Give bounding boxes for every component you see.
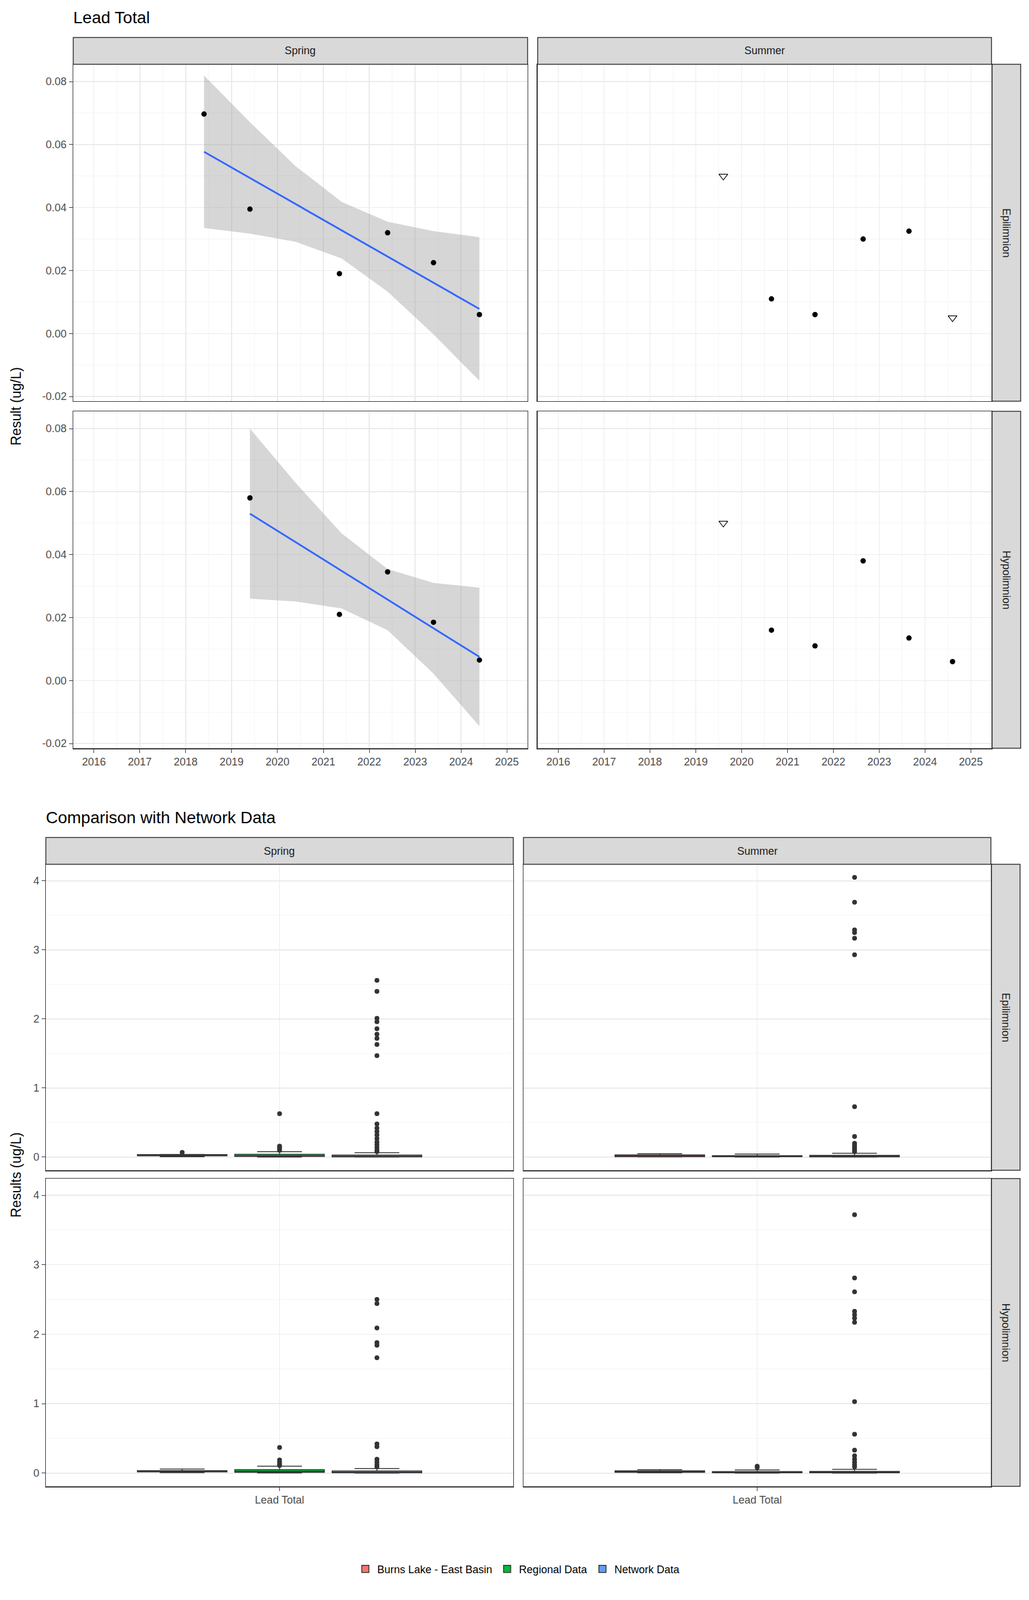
svg-text:2024: 2024: [448, 756, 473, 769]
svg-text:0.00: 0.00: [45, 675, 67, 688]
svg-text:0.04: 0.04: [45, 549, 67, 561]
svg-text:-0.02: -0.02: [42, 737, 67, 750]
svg-text:2018: 2018: [638, 756, 663, 769]
svg-text:Comparison with Network Data: Comparison with Network Data: [45, 808, 276, 828]
svg-text:Lead Total: Lead Total: [73, 8, 151, 27]
svg-text:-0.02: -0.02: [42, 390, 67, 403]
svg-text:2021: 2021: [311, 756, 336, 769]
svg-text:1: 1: [33, 1398, 40, 1411]
svg-text:0: 0: [33, 1151, 40, 1164]
svg-text:Epilimnion: Epilimnion: [1000, 208, 1013, 258]
svg-text:0.08: 0.08: [45, 75, 67, 88]
svg-text:0.00: 0.00: [45, 328, 67, 341]
svg-text:Lead Total: Lead Total: [254, 1494, 305, 1507]
svg-text:0.08: 0.08: [45, 422, 67, 435]
svg-text:2017: 2017: [592, 756, 617, 769]
svg-text:2023: 2023: [403, 756, 427, 769]
svg-text:3: 3: [33, 1259, 40, 1272]
svg-text:0.02: 0.02: [45, 612, 67, 625]
svg-text:Regional Data: Regional Data: [519, 1564, 588, 1577]
svg-text:2019: 2019: [683, 756, 708, 769]
svg-text:4: 4: [33, 875, 40, 888]
svg-text:0.04: 0.04: [45, 201, 67, 214]
svg-text:Burns Lake - East Basin: Burns Lake - East Basin: [377, 1564, 493, 1577]
svg-text:2023: 2023: [867, 756, 891, 769]
svg-text:2: 2: [33, 1013, 40, 1026]
svg-text:0.06: 0.06: [45, 485, 67, 498]
svg-text:2025: 2025: [958, 756, 983, 769]
svg-text:2020: 2020: [729, 756, 754, 769]
svg-text:Spring: Spring: [284, 44, 316, 57]
svg-text:4: 4: [33, 1189, 40, 1202]
svg-text:0.02: 0.02: [45, 264, 67, 277]
svg-text:Result (ug/L): Result (ug/L): [8, 367, 24, 447]
svg-text:2024: 2024: [912, 756, 937, 769]
svg-text:3: 3: [33, 944, 40, 957]
svg-text:2025: 2025: [494, 756, 519, 769]
svg-text:2022: 2022: [821, 756, 845, 769]
svg-text:Hypolimnion: Hypolimnion: [999, 1304, 1012, 1364]
svg-text:2: 2: [33, 1329, 40, 1342]
svg-text:Network Data: Network Data: [614, 1564, 681, 1577]
svg-text:2021: 2021: [775, 756, 800, 769]
svg-text:2019: 2019: [219, 756, 244, 769]
svg-text:2017: 2017: [128, 756, 152, 769]
svg-text:2016: 2016: [546, 756, 571, 769]
svg-text:Summer: Summer: [737, 845, 778, 858]
svg-text:2016: 2016: [82, 756, 106, 769]
svg-text:Lead Total: Lead Total: [732, 1494, 782, 1507]
svg-text:Hypolimnion: Hypolimnion: [1000, 550, 1013, 610]
svg-text:1: 1: [33, 1082, 40, 1095]
svg-text:0: 0: [33, 1467, 40, 1480]
svg-text:Epilimnion: Epilimnion: [999, 993, 1012, 1043]
svg-text:2018: 2018: [173, 756, 198, 769]
svg-text:0.06: 0.06: [45, 138, 67, 151]
svg-text:Results (ug/L): Results (ug/L): [8, 1132, 24, 1218]
svg-text:2022: 2022: [357, 756, 382, 769]
svg-text:2020: 2020: [265, 756, 290, 769]
svg-text:Spring: Spring: [263, 845, 295, 858]
svg-text:Summer: Summer: [744, 44, 785, 57]
